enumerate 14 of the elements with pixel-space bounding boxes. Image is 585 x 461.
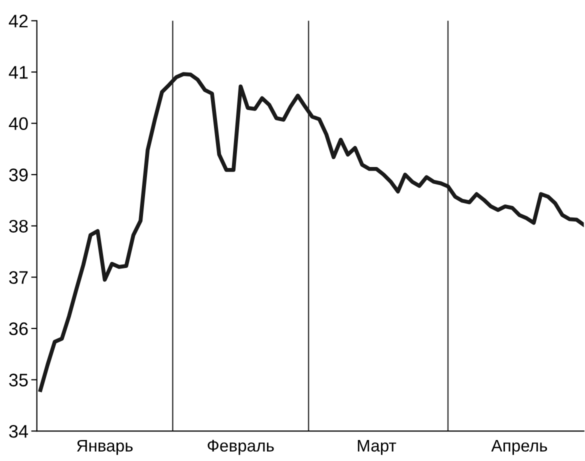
x-tick-label: Февраль: [208, 440, 274, 455]
y-tick-label: 37: [9, 271, 28, 284]
x-tick-label: Январь: [77, 440, 133, 455]
y-tick-label: 39: [9, 168, 28, 182]
y-tick-label: 38: [9, 220, 28, 233]
line-series: [38, 72, 584, 392]
y-tick-label: 40: [8, 117, 28, 130]
y-tick-label: 42: [8, 14, 28, 28]
y-tick-label: 34: [9, 424, 28, 438]
y-tick-label: 35: [9, 374, 28, 386]
y-tick-label: 36: [9, 322, 28, 336]
y-tick-label: 41: [8, 66, 28, 79]
x-tick-label: Апрель: [491, 440, 548, 455]
x-tick-label: Март: [358, 440, 396, 455]
